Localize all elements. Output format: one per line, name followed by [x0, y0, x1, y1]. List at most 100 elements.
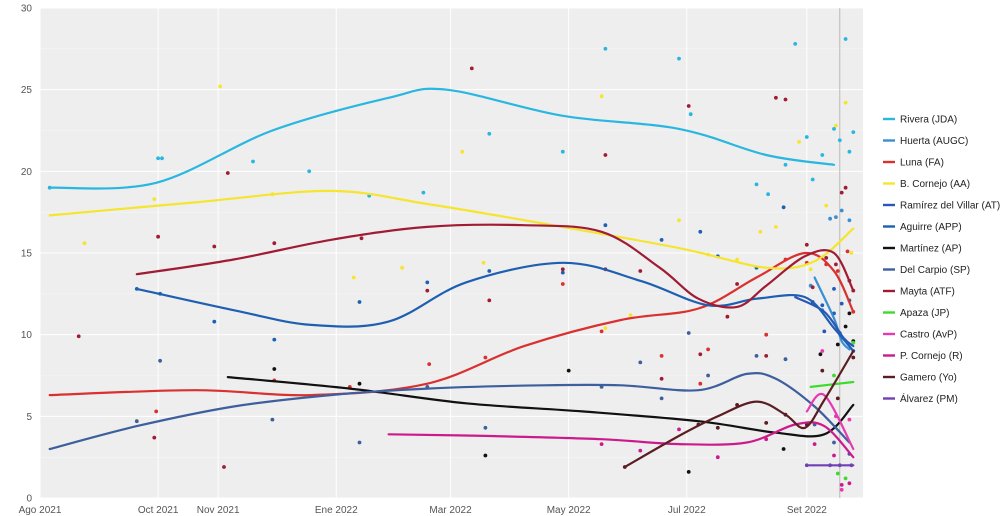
- data-point-b-cornejo-aa: [843, 100, 848, 105]
- x-tick-label: Ago 2021: [19, 505, 62, 516]
- data-point-b-cornejo-aa: [603, 326, 608, 330]
- trend-line-luna-fa: [48, 251, 855, 397]
- data-point-mayta-atf: [638, 269, 643, 273]
- data-point-castro-avp: [847, 417, 852, 422]
- data-point-p-cornejo-r: [812, 442, 817, 446]
- x-tick-label: Mar 2022: [429, 505, 472, 516]
- data-point-rivera-jda: [843, 37, 848, 41]
- legend-label: P. Cornejo (R): [900, 351, 963, 362]
- data-point-rivera-jda: [851, 130, 856, 135]
- legend-label: Martínez (AP): [900, 244, 962, 255]
- legend-label: Gamero (Yo): [900, 373, 957, 384]
- data-point-ramirez-del-villar-at: [822, 329, 827, 334]
- data-point-p-cornejo-r: [839, 483, 844, 487]
- data-point-luna-fa: [659, 354, 664, 358]
- data-point-b-cornejo-aa: [599, 94, 604, 99]
- data-point-martinez-ap: [483, 453, 488, 458]
- data-point-martinez-ap: [843, 324, 848, 329]
- data-point-mayta-atf: [834, 262, 838, 267]
- data-point-del-carpio-sp: [270, 417, 275, 422]
- legend-item-luna-fa: Luna (FA): [883, 158, 944, 169]
- data-point-aguirre-app: [781, 205, 786, 210]
- data-point-aguirre-app: [425, 280, 430, 285]
- data-point-mayta-atf: [560, 267, 565, 272]
- x-tick-label: May 2022: [547, 505, 591, 516]
- legend: Rivera (JDA) Huerta (AUGC) Luna (FA) B. Cor…: [883, 115, 1000, 405]
- legend-item-rivera-jda: Rivera (JDA): [883, 115, 957, 126]
- data-point-rivera-jda: [837, 138, 842, 143]
- data-point-del-carpio-sp: [134, 419, 139, 424]
- data-point-luna-fa: [764, 332, 769, 337]
- data-point-b-cornejo-aa: [351, 275, 356, 280]
- data-point-martinez-ap: [847, 311, 852, 316]
- data-point-martinez-ap: [357, 381, 362, 386]
- y-tick-label: 30: [21, 4, 33, 15]
- data-point-luna-fa: [154, 409, 159, 414]
- data-point-b-cornejo-aa: [152, 197, 157, 202]
- data-point-b-cornejo-aa: [82, 241, 87, 246]
- data-point-rivera-jda: [793, 42, 798, 46]
- data-point-b-cornejo-aa: [628, 313, 633, 317]
- data-point-aguirre-app: [357, 300, 362, 304]
- trend-line-del-carpio-sp: [48, 371, 851, 451]
- legend-item-b-cornejo-aa: B. Cornejo (AA): [883, 179, 970, 190]
- data-point-del-carpio-sp: [158, 358, 163, 363]
- data-point-mayta-atf: [698, 352, 703, 357]
- data-point-huerta-augc: [847, 218, 852, 223]
- data-point-p-cornejo-r: [677, 427, 681, 432]
- data-point-gamero-yo: [820, 368, 825, 373]
- y-tick-label: 25: [21, 85, 33, 96]
- data-point-p-cornejo-r: [832, 453, 836, 458]
- data-point-b-cornejo-aa: [824, 203, 829, 208]
- data-point-rivera-jda: [156, 156, 161, 161]
- data-point-martinez-ap: [566, 368, 571, 373]
- data-point-ramirez-del-villar-at: [839, 301, 844, 306]
- data-point-aguirre-app: [272, 337, 277, 342]
- data-point-mayta-atf: [212, 244, 217, 249]
- data-point-gamero-yo: [715, 425, 720, 430]
- legend-item-gamero-yo: Gamero (Yo): [883, 373, 957, 384]
- data-point-b-cornejo-aa: [774, 225, 778, 229]
- legend-item-apaza-jp: Apaza (JP): [883, 308, 949, 319]
- legend-item-alvarez-pm: Álvarez (PM): [883, 392, 958, 405]
- data-point-mayta-atf: [152, 435, 157, 440]
- trend-line-castro-avp: [805, 392, 855, 451]
- data-point-b-cornejo-aa: [849, 251, 854, 255]
- x-tick-label: Oct 2021: [138, 505, 179, 516]
- data-point-luna-fa: [560, 282, 565, 286]
- trend-lines: [48, 87, 855, 469]
- data-point-rivera-jda: [766, 192, 770, 197]
- trend-line-p-cornejo-r: [387, 421, 855, 459]
- data-point-luna-fa: [706, 347, 710, 352]
- data-point-luna-fa: [845, 249, 850, 254]
- data-point-aguirre-app: [820, 303, 825, 308]
- data-point-mayta-atf: [735, 282, 739, 286]
- data-point-b-cornejo-aa: [218, 84, 223, 89]
- legend-label: Aguirre (APP): [900, 222, 962, 233]
- legend-label: Mayta (ATF): [900, 287, 955, 298]
- data-point-aguirre-app: [212, 319, 217, 324]
- data-point-mayta-atf: [425, 288, 430, 293]
- y-tick-label: 15: [21, 249, 33, 260]
- trend-line-gamero-yo: [623, 349, 855, 469]
- data-point-p-cornejo-r: [847, 481, 852, 486]
- data-point-rivera-jda: [307, 169, 312, 174]
- data-point-rivera-jda: [754, 182, 759, 187]
- legend-label: Ramírez del Villar (AT): [900, 201, 1000, 212]
- data-point-mayta-atf: [222, 465, 226, 469]
- data-point-martinez-ap: [272, 367, 277, 371]
- y-tick-label: 20: [21, 167, 33, 178]
- data-point-luna-fa: [698, 381, 703, 386]
- legend-item-del-carpio-sp: Del Carpio (SP): [883, 265, 970, 276]
- data-point-b-cornejo-aa: [460, 149, 465, 154]
- legend-label: Castro (AvP): [900, 330, 957, 341]
- trend-line-martinez-ap: [226, 376, 855, 438]
- data-point-b-cornejo-aa: [797, 140, 801, 144]
- trend-line-rivera-jda: [48, 87, 836, 190]
- data-point-luna-fa: [483, 355, 488, 360]
- data-point-del-carpio-sp: [483, 425, 488, 430]
- data-point-del-carpio-sp: [832, 440, 836, 445]
- data-point-mayta-atf: [783, 97, 788, 102]
- y-tick-label: 5: [26, 412, 32, 423]
- data-point-castro-avp: [839, 487, 844, 492]
